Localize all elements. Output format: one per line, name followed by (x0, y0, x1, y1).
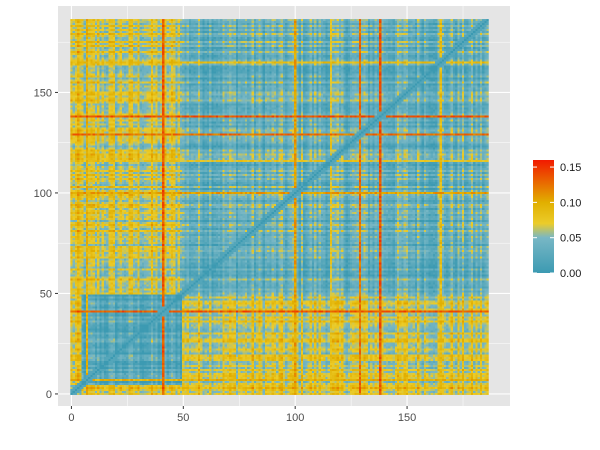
legend-tick-label: 0.00 (560, 268, 581, 280)
y-axis: 0 50 100 150 (34, 87, 58, 401)
color-legend: 0.00 0.05 0.10 0.15 (533, 160, 581, 280)
legend-tick-label: 0.15 (560, 162, 581, 174)
legend-colorbar (533, 160, 554, 273)
legend-tick-label: 0.05 (560, 233, 581, 245)
heatmap-cells (70, 19, 489, 395)
y-tick-label: 150 (34, 87, 52, 99)
legend-tick-label: 0.10 (560, 197, 581, 209)
x-tick-label: 0 (68, 412, 74, 424)
x-tick-label: 150 (398, 412, 416, 424)
y-tick-label: 50 (40, 288, 52, 300)
y-tick-label: 100 (34, 188, 52, 200)
legend-ticks: 0.00 0.05 0.10 0.15 (533, 162, 581, 280)
x-tick-label: 50 (177, 412, 189, 424)
y-tick-label: 0 (46, 389, 52, 401)
x-axis: 0 50 100 150 (68, 406, 416, 424)
x-tick-label: 100 (286, 412, 304, 424)
